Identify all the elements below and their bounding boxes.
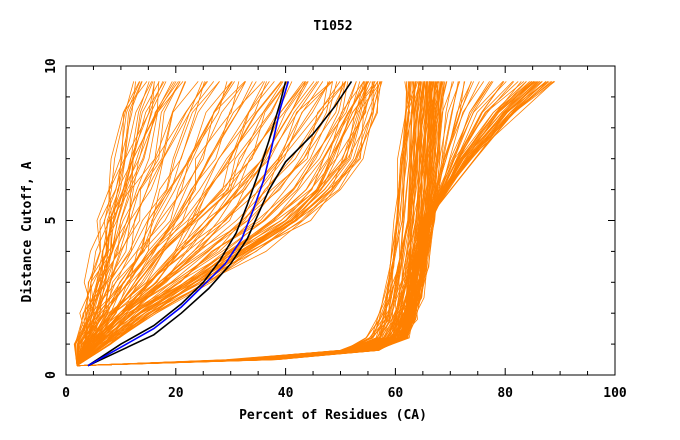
highlight-curve-2 <box>87 81 290 367</box>
y-tick-label-1: 5 <box>44 217 59 225</box>
model-curve-214 <box>76 81 235 366</box>
model-curve-163 <box>76 81 361 367</box>
model-curve-231 <box>76 81 177 366</box>
x-tick-label-5: 100 <box>603 386 627 401</box>
model-curve-244 <box>76 81 143 366</box>
y-tick-label-0: 0 <box>44 371 59 379</box>
model-curve-208 <box>76 81 246 366</box>
highlight-curve-0 <box>87 81 287 367</box>
model-curve-249 <box>76 81 135 366</box>
model-curve-194 <box>76 81 287 366</box>
x-tick-label-1: 20 <box>168 386 184 401</box>
model-curve-56 <box>76 81 434 367</box>
model-curve-140 <box>76 81 383 367</box>
model-curve-50 <box>76 81 434 367</box>
model-curve-111 <box>76 81 530 367</box>
plot-area <box>73 80 556 367</box>
chart-title: T1052 <box>313 19 352 34</box>
model-curve-199 <box>76 81 282 366</box>
model-curve-192 <box>76 81 293 366</box>
model-curve-202 <box>76 81 270 366</box>
x-tick-label-4: 80 <box>497 386 513 401</box>
model-curve-210 <box>76 81 246 366</box>
model-curve-235 <box>76 81 160 366</box>
x-tick-label-2: 40 <box>278 386 294 401</box>
model-curve-243 <box>76 81 153 366</box>
model-curve-230 <box>76 81 175 366</box>
y-axis: 0 5 10 <box>44 58 615 379</box>
model-curve-148 <box>76 81 381 366</box>
model-curve-175 <box>76 81 347 366</box>
x-axis-label: Percent of Residues (CA) <box>239 408 427 423</box>
y-axis-label: Distance Cutoff, A <box>20 161 35 302</box>
model-curve-200 <box>76 81 275 366</box>
model-curve-177 <box>76 81 341 366</box>
model-curve-220 <box>76 81 203 366</box>
model-curve-146 <box>76 81 378 367</box>
highlight-curve-1 <box>87 80 353 367</box>
model-curve-227 <box>76 81 184 366</box>
x-tick-label-0: 0 <box>62 386 70 401</box>
model-curve-153 <box>76 81 368 367</box>
y-tick-label-2: 10 <box>44 58 59 74</box>
model-curve-203 <box>76 81 265 366</box>
model-curve-187 <box>76 81 308 366</box>
model-curve-154 <box>76 81 366 367</box>
x-tick-label-3: 60 <box>388 386 404 401</box>
model-curve-246 <box>73 81 136 366</box>
model-curve-245 <box>74 81 148 366</box>
model-curve-248 <box>74 81 141 366</box>
model-curve-247 <box>76 81 140 366</box>
x-axis: 0 20 40 60 80 100 <box>62 66 627 401</box>
model-curve-139 <box>76 81 555 367</box>
model-curve-171 <box>76 81 344 366</box>
